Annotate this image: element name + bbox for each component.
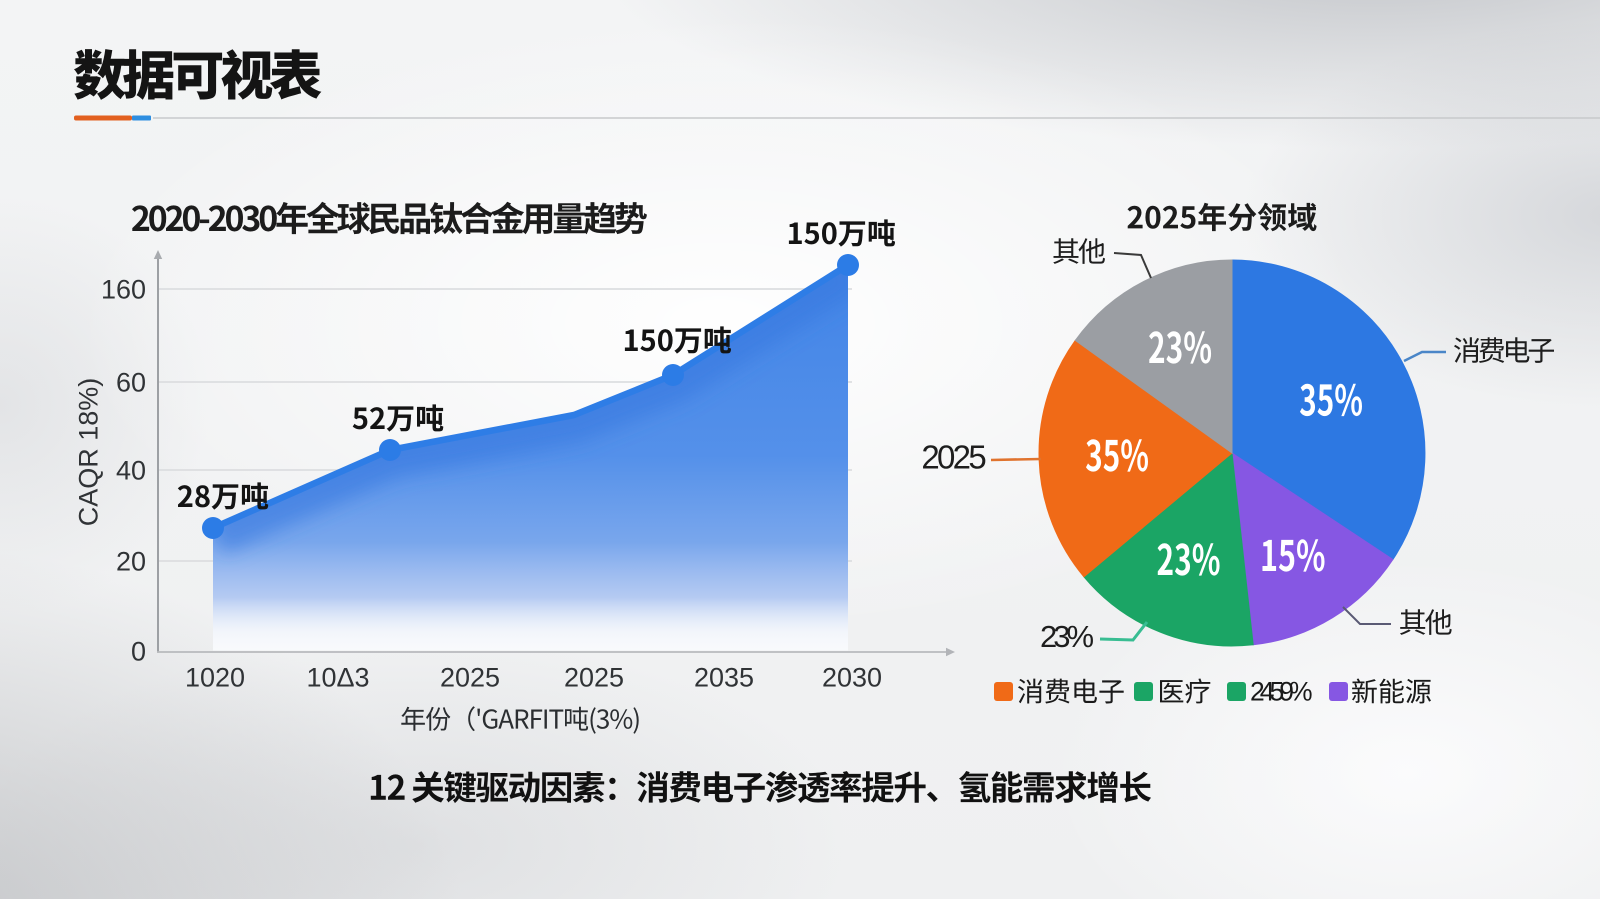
- svg-text:2459%: 2459%: [1250, 677, 1312, 707]
- svg-text:160: 160: [101, 275, 146, 305]
- svg-text:1020: 1020: [185, 663, 245, 693]
- svg-text:20: 20: [116, 547, 146, 577]
- svg-text:40: 40: [116, 456, 146, 486]
- svg-text:2035: 2035: [694, 663, 754, 693]
- svg-text:2025: 2025: [564, 663, 624, 693]
- svg-text:60: 60: [116, 368, 146, 398]
- svg-text:23%: 23%: [1040, 619, 1093, 654]
- svg-text:2025: 2025: [921, 438, 985, 475]
- svg-text:0: 0: [131, 637, 146, 667]
- svg-text:CAQR 18%): CAQR 18%): [74, 378, 104, 527]
- svg-text:2025: 2025: [440, 663, 500, 693]
- svg-text:10Δ3: 10Δ3: [306, 663, 369, 693]
- svg-text:2030: 2030: [822, 663, 882, 693]
